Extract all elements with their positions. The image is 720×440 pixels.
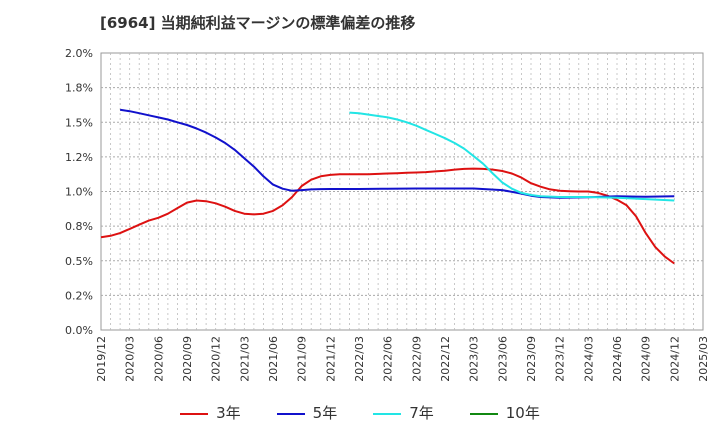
x-tick-label: 2025/03 — [697, 336, 710, 382]
legend-label: 5年 — [312, 404, 338, 422]
x-tick-label: 2022/06 — [382, 336, 395, 382]
x-tick-label: 2021/12 — [324, 336, 337, 382]
x-tick-label: 2023/12 — [554, 336, 567, 382]
legend-swatch — [276, 412, 305, 415]
x-tick-label: 2022/09 — [410, 336, 423, 382]
x-tick-label: 2019/12 — [95, 336, 108, 382]
legend-swatch — [180, 412, 209, 415]
chart-title: [6964] 当期純利益マージンの標準偏差の推移 — [100, 14, 416, 32]
x-tick-label: 2023/03 — [468, 336, 481, 382]
legend-swatch — [373, 412, 402, 415]
y-tick-label: 1.0% — [65, 186, 93, 199]
x-tick-label: 2024/09 — [640, 336, 653, 382]
x-tick-label: 2022/12 — [439, 336, 452, 382]
legend-label: 3年 — [216, 404, 241, 422]
legend-item: 7年 — [373, 402, 434, 423]
legend-label: 10年 — [505, 404, 540, 422]
x-tick-label: 2021/03 — [238, 336, 251, 382]
series-layer — [100, 108, 675, 265]
y-tick-label: 1.2% — [65, 151, 93, 164]
legend-item: 3年 — [180, 402, 241, 423]
legend-item: 5年 — [276, 402, 338, 423]
x-tick-label: 2020/03 — [124, 336, 137, 382]
axis-layer: 0.0% 0.2% 0.5% 0.8% 1.0% 1.2% 1.5% 1.8% 2.0% 2019… — [65, 47, 710, 382]
legend-swatch — [469, 412, 498, 415]
x-tick-label: 2021/06 — [267, 336, 280, 382]
y-tick-label: 2.0% — [65, 47, 93, 60]
series-line-7年 — [349, 111, 675, 202]
x-tick-label: 2020/12 — [210, 336, 223, 382]
x-tick-label: 2023/06 — [496, 336, 509, 382]
legend-label: 7年 — [409, 404, 434, 422]
x-tick-label: 2023/09 — [525, 336, 538, 382]
x-tick-label: 2021/09 — [296, 336, 309, 382]
x-tick-label: 2024/06 — [611, 336, 624, 382]
y-tick-label: 0.0% — [65, 324, 93, 337]
legend-item: 10年 — [469, 402, 540, 423]
x-tick-label: 2022/03 — [353, 336, 366, 382]
grid-layer — [100, 52, 704, 331]
series-line-3年 — [100, 167, 675, 265]
y-tick-label: 1.5% — [65, 116, 93, 129]
x-tick-label: 2020/06 — [152, 336, 165, 382]
y-tick-label: 0.5% — [65, 255, 93, 268]
y-tick-label: 0.8% — [65, 220, 93, 233]
x-tick-label: 2024/12 — [668, 336, 681, 382]
y-tick-label: 1.8% — [65, 82, 93, 95]
chart-legend: 3年 5年 7年 10年 — [0, 402, 720, 423]
x-tick-label: 2024/03 — [582, 336, 595, 382]
y-tick-label: 0.2% — [65, 289, 93, 302]
x-tick-label: 2020/09 — [181, 336, 194, 382]
